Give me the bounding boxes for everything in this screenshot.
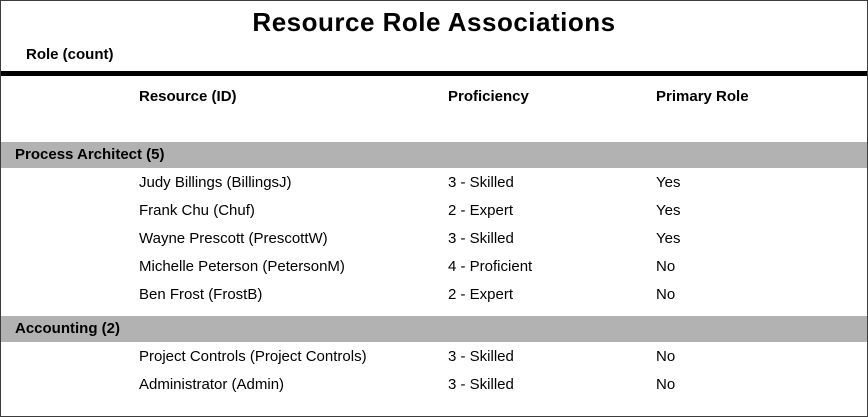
table-row: Judy Billings (BillingsJ) 3 - Skilled Ye… [1, 168, 867, 196]
cell-primary-role: No [656, 285, 676, 303]
column-header-primary-role: Primary Role [656, 87, 749, 105]
table-row: Project Controls (Project Controls) 3 - … [1, 342, 867, 370]
table-row: Wayne Prescott (PrescottW) 3 - Skilled Y… [1, 224, 867, 252]
cell-proficiency: 4 - Proficient [448, 257, 533, 275]
table-row: Frank Chu (Chuf) 2 - Expert Yes [1, 196, 867, 224]
cell-primary-role: No [656, 257, 676, 275]
cell-resource: Judy Billings (BillingsJ) [139, 173, 292, 191]
column-header-proficiency: Proficiency [448, 87, 529, 105]
cell-primary-role: Yes [656, 229, 681, 247]
cell-primary-role: Yes [656, 173, 681, 191]
table-row: Administrator (Admin) 3 - Skilled No [1, 370, 867, 398]
group-header-accounting: Accounting (2) [1, 316, 867, 342]
cell-proficiency: 3 - Skilled [448, 347, 514, 365]
cell-resource: Frank Chu (Chuf) [139, 201, 255, 219]
cell-proficiency: 2 - Expert [448, 285, 514, 303]
page-title: Resource Role Associations [252, 7, 616, 37]
cell-proficiency: 3 - Skilled [448, 173, 514, 191]
cell-resource: Michelle Peterson (PetersonM) [139, 257, 345, 275]
cell-primary-role: Yes [656, 201, 681, 219]
role-count-label: Role (count) [26, 46, 114, 63]
cell-resource: Ben Frost (FrostB) [139, 285, 263, 303]
cell-proficiency: 3 - Skilled [448, 375, 514, 393]
group-header-label: Accounting (2) [15, 320, 120, 337]
group-header-label: Process Architect (5) [15, 146, 165, 163]
table-row: Ben Frost (FrostB) 2 - Expert No [1, 280, 867, 308]
cell-proficiency: 2 - Expert [448, 201, 514, 219]
cell-proficiency: 3 - Skilled [448, 229, 514, 247]
cell-primary-role: No [656, 375, 676, 393]
cell-resource: Administrator (Admin) [139, 375, 285, 393]
cell-primary-role: No [656, 347, 676, 365]
column-header-row: Resource (ID) Proficiency Primary Role [1, 82, 867, 110]
table-row: Michelle Peterson (PetersonM) 4 - Profic… [1, 252, 867, 280]
group-header-process-architect: Process Architect (5) [1, 142, 867, 168]
header-rule [1, 71, 867, 76]
cell-resource: Wayne Prescott (PrescottW) [139, 229, 328, 247]
column-header-resource: Resource (ID) [139, 87, 237, 105]
cell-resource: Project Controls (Project Controls) [139, 347, 367, 365]
